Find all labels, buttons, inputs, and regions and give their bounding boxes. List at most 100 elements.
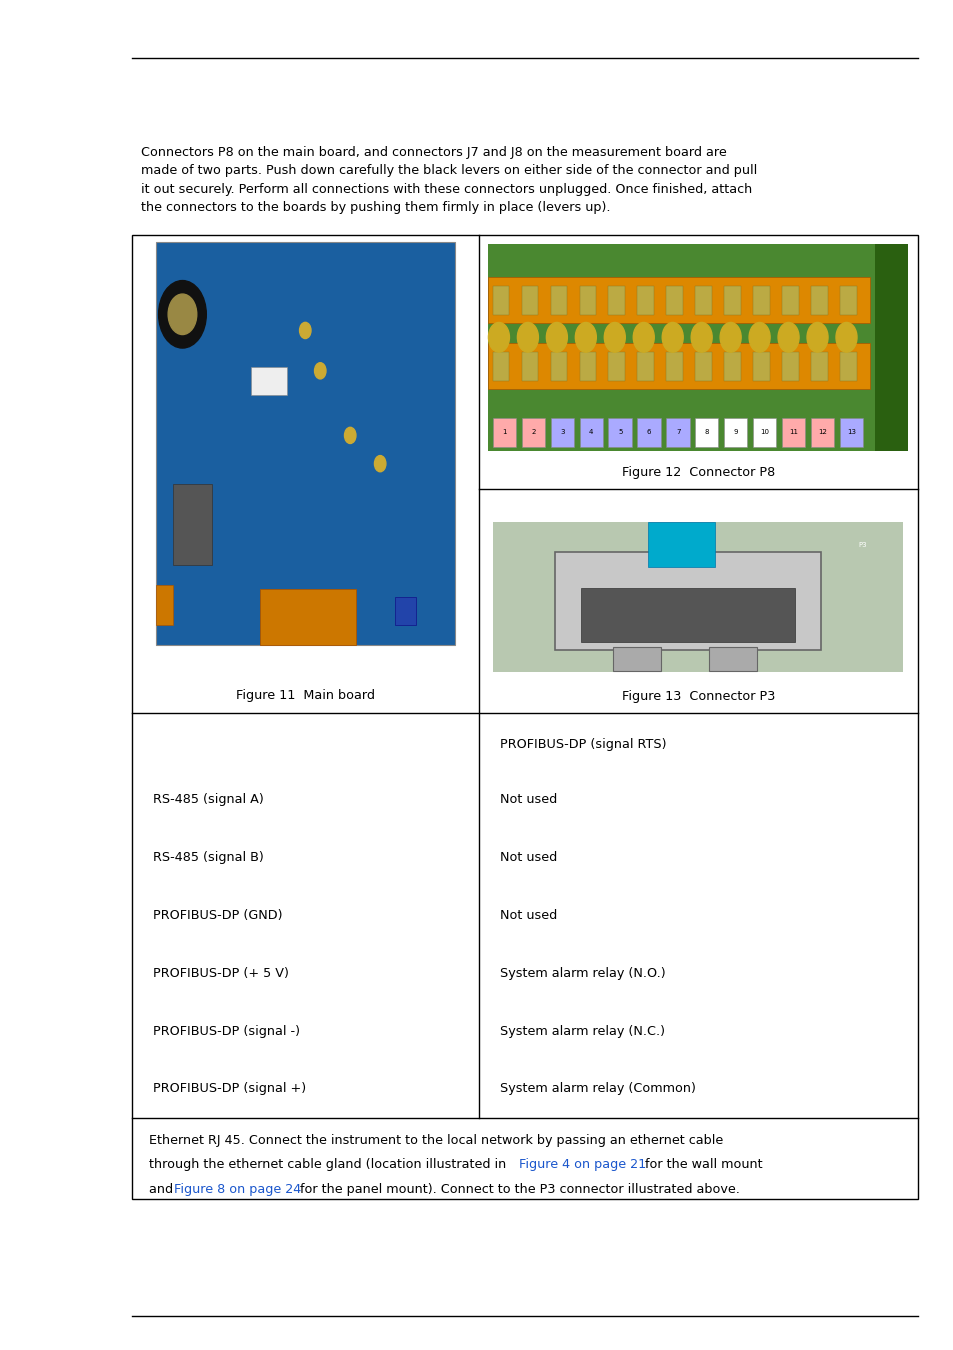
Text: Connectors P8 on the main board, and connectors J7 and J8 on the measurement boa: Connectors P8 on the main board, and con… [141,146,757,215]
Bar [550,418,573,447]
Text: 9: 9 [733,429,738,435]
Bar [781,286,799,315]
Circle shape [748,323,769,352]
Text: PROFIBUS-DP (signal RTS): PROFIBUS-DP (signal RTS) [499,738,666,751]
Circle shape [168,294,196,335]
Text: P3: P3 [857,541,866,548]
Bar [260,589,355,645]
Bar [840,352,856,381]
Bar [488,277,869,323]
Bar [723,286,740,315]
Bar [647,522,714,567]
Text: 11: 11 [789,429,798,435]
Bar [173,483,213,564]
Circle shape [546,323,567,352]
Bar [781,352,799,381]
Circle shape [633,323,654,352]
Bar [580,589,794,643]
Bar [666,418,689,447]
Bar [810,352,827,381]
Bar [753,418,776,447]
Bar [578,286,596,315]
Bar [637,352,654,381]
Bar [251,367,287,396]
Text: PROFIBUS-DP (+ 5 V): PROFIBUS-DP (+ 5 V) [152,967,288,980]
Bar [613,647,660,671]
Bar [637,418,659,447]
Text: 10: 10 [760,429,769,435]
Bar [723,418,746,447]
Bar [155,242,455,645]
Text: 1: 1 [501,429,506,435]
Bar [695,352,712,381]
Circle shape [299,323,311,339]
Circle shape [158,281,206,348]
Bar [488,343,869,389]
Bar [709,647,757,671]
Text: System alarm relay (N.O.): System alarm relay (N.O.) [499,967,665,980]
Bar [840,418,862,447]
Text: 8: 8 [704,429,709,435]
Bar [155,585,173,625]
Bar [492,286,509,315]
Bar [874,244,907,451]
Circle shape [575,323,596,352]
Text: 3: 3 [559,429,564,435]
Text: PROFIBUS-DP (signal +): PROFIBUS-DP (signal +) [152,1083,306,1095]
Text: Figure 13  Connector P3: Figure 13 Connector P3 [621,690,774,703]
Text: for the panel mount). Connect to the P3 connector illustrated above.: for the panel mount). Connect to the P3 … [295,1183,739,1196]
Text: RS-485 (signal A): RS-485 (signal A) [152,792,263,806]
Circle shape [691,323,712,352]
Circle shape [778,323,799,352]
Bar [578,352,596,381]
Text: Not used: Not used [499,909,557,922]
Text: Not used: Not used [499,792,557,806]
Bar [753,352,769,381]
Text: 5: 5 [618,429,621,435]
Bar [492,352,509,381]
Text: PROFIBUS-DP (signal -): PROFIBUS-DP (signal -) [152,1025,299,1038]
Bar [555,552,821,649]
Bar [637,286,654,315]
Bar [608,418,631,447]
Text: PROFIBUS-DP (GND): PROFIBUS-DP (GND) [152,909,282,922]
Circle shape [835,323,856,352]
Bar [492,418,516,447]
Bar [723,352,740,381]
Bar [810,418,834,447]
Text: Ethernet RJ 45. Connect the instrument to the local network by passing an ethern: Ethernet RJ 45. Connect the instrument t… [149,1134,722,1148]
Text: Figure 12  Connector P8: Figure 12 Connector P8 [621,466,774,479]
Bar [810,286,827,315]
Circle shape [720,323,740,352]
Text: Not used: Not used [499,850,557,864]
Text: System alarm relay (Common): System alarm relay (Common) [499,1083,695,1095]
Circle shape [517,323,537,352]
Bar [550,286,567,315]
Circle shape [314,363,326,379]
Circle shape [661,323,682,352]
Bar [521,352,537,381]
Bar [753,286,769,315]
Text: 6: 6 [646,429,651,435]
Text: and: and [149,1183,176,1196]
Circle shape [374,455,385,471]
Text: Figure 8 on page 24: Figure 8 on page 24 [174,1183,301,1196]
Bar [521,286,537,315]
Bar [550,352,567,381]
Text: 7: 7 [676,429,679,435]
Bar [493,522,902,672]
Bar [578,418,602,447]
Text: 13: 13 [846,429,856,435]
Circle shape [488,323,509,352]
Bar [666,352,682,381]
Circle shape [344,428,355,444]
Text: 2: 2 [531,429,535,435]
Circle shape [806,323,827,352]
Bar [695,418,718,447]
Bar [488,244,907,451]
Text: 4: 4 [589,429,593,435]
Bar [608,352,624,381]
Text: through the ethernet cable gland (location illustrated in: through the ethernet cable gland (locati… [149,1158,510,1172]
Text: for the wall mount: for the wall mount [640,1158,761,1172]
Bar [521,418,544,447]
